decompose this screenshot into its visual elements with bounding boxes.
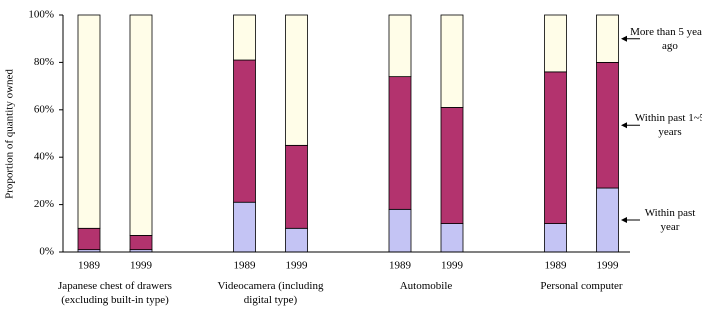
bar-segment	[388, 14, 412, 78]
legend-label: Within past year	[644, 207, 696, 233]
bar-segment	[233, 201, 256, 253]
bar-segment	[285, 14, 308, 146]
x-tick-label: 1999	[130, 260, 153, 272]
legend-arrowhead	[621, 35, 627, 42]
bar-segment	[440, 14, 464, 108]
y-tick-label: 100%	[28, 9, 54, 21]
bar-segment	[388, 76, 412, 210]
x-tick-label: 1989	[78, 260, 101, 272]
group-label: Japanese chest of drawers (excluding bui…	[58, 280, 172, 306]
bar-segment	[233, 14, 256, 61]
bar-segment	[233, 59, 256, 203]
y-tick-label: 40%	[34, 151, 54, 163]
y-tick-label: 60%	[34, 103, 54, 115]
bar-segment	[544, 223, 567, 253]
bar-segment	[77, 14, 101, 229]
bar-segment	[596, 14, 619, 63]
group-label: Videocamera (including digital type)	[217, 280, 324, 306]
y-axis-label: Proportion of quantity owned	[4, 69, 16, 199]
x-tick-label: 1999	[441, 260, 464, 272]
bar-segment	[129, 235, 153, 251]
legend-arrowhead	[621, 217, 627, 224]
x-tick-label: 1999	[597, 260, 620, 272]
x-tick-label: 1999	[286, 260, 309, 272]
legend-label: More than 5 years ago	[630, 25, 702, 52]
bar-segment	[544, 14, 567, 73]
x-tick-label: 1989	[234, 260, 257, 272]
y-tick-label: 0%	[39, 246, 54, 258]
bar-segment	[596, 187, 619, 253]
x-tick-label: 1989	[545, 260, 568, 272]
group-label: Automobile	[399, 280, 453, 292]
bar-segment	[596, 62, 619, 189]
legend-arrowhead	[621, 122, 627, 129]
legend-label: Within past 1~5 years	[634, 112, 702, 139]
bar-segment	[285, 227, 308, 253]
bar-segment	[129, 14, 153, 236]
group-label: Personal computer	[540, 280, 623, 292]
bar-segment	[440, 107, 464, 224]
y-tick-label: 80%	[34, 56, 54, 68]
bar-segment	[388, 208, 412, 253]
bar-segment	[77, 227, 101, 251]
bar-segment	[285, 144, 308, 229]
x-tick-label: 1989	[389, 260, 412, 272]
y-tick-label: 20%	[34, 198, 54, 210]
bar-segment	[440, 223, 464, 253]
bar-segment	[544, 71, 567, 224]
